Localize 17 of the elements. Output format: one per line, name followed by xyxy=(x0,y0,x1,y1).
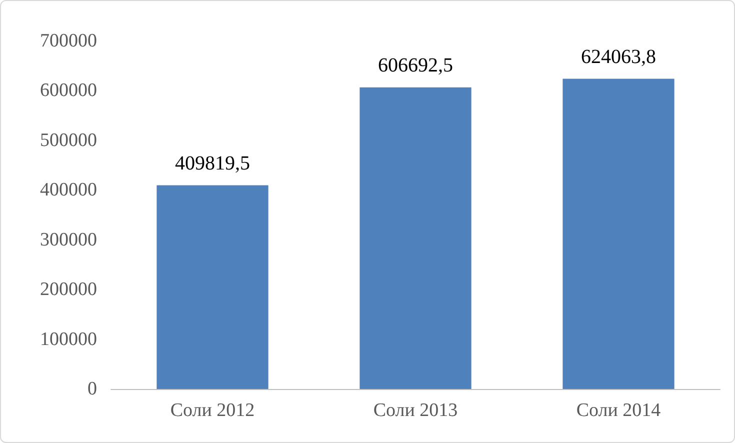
x-tick-label: Соли 2012 xyxy=(170,400,255,421)
y-tick-label: 200000 xyxy=(40,279,97,300)
y-tick-label: 0 xyxy=(88,378,97,400)
y-tick-label: 300000 xyxy=(40,229,97,250)
bar xyxy=(562,78,674,389)
x-tick-label: Соли 2014 xyxy=(576,400,662,421)
bar xyxy=(360,87,472,389)
y-tick-label: 400000 xyxy=(40,180,97,201)
data-label: 606692,5 xyxy=(378,54,453,76)
data-label: 409819,5 xyxy=(175,152,250,174)
y-tick-label: 500000 xyxy=(40,130,97,151)
x-tick-label: Соли 2013 xyxy=(373,400,458,421)
y-tick-label: 700000 xyxy=(40,30,97,52)
data-label: 624063,8 xyxy=(581,46,656,68)
bar xyxy=(156,185,268,389)
y-tick-label: 100000 xyxy=(40,328,97,350)
y-tick-label: 600000 xyxy=(40,80,97,102)
